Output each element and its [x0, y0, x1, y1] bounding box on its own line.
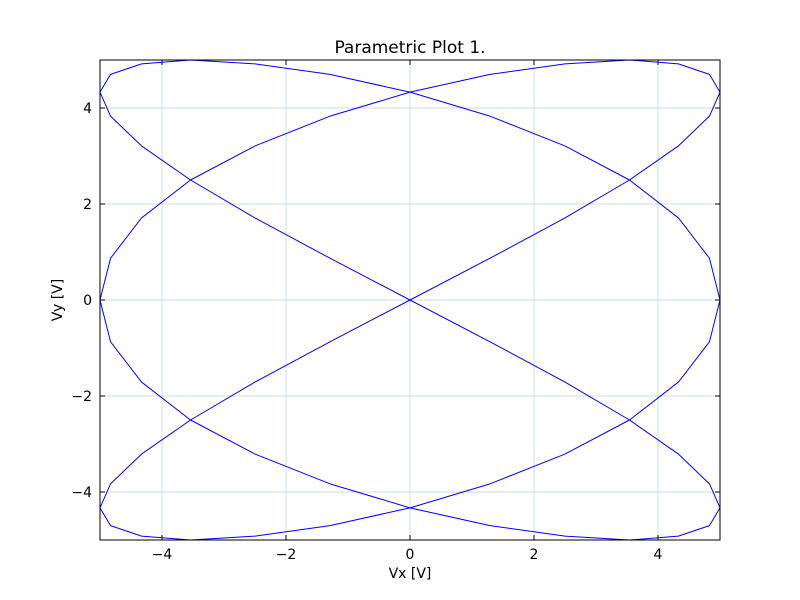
x-tick-label: 4 [654, 547, 663, 563]
y-tick-label: −4 [71, 485, 92, 501]
y-tick-label: 4 [83, 101, 92, 117]
x-tick-label: 0 [406, 547, 415, 563]
x-tick-label: 2 [530, 547, 539, 563]
chart-title: Parametric Plot 1. [334, 38, 485, 58]
plot-frame [99, 59, 721, 541]
x-axis-label: Vx [V] [389, 566, 432, 582]
y-tick-label: −2 [71, 389, 92, 405]
y-tick-label: 0 [83, 293, 92, 309]
x-tick-label: −2 [276, 547, 297, 563]
y-tick-label: 2 [83, 197, 92, 213]
y-axis-label: Vy [V] [50, 279, 66, 321]
x-tick-label: −4 [152, 547, 173, 563]
